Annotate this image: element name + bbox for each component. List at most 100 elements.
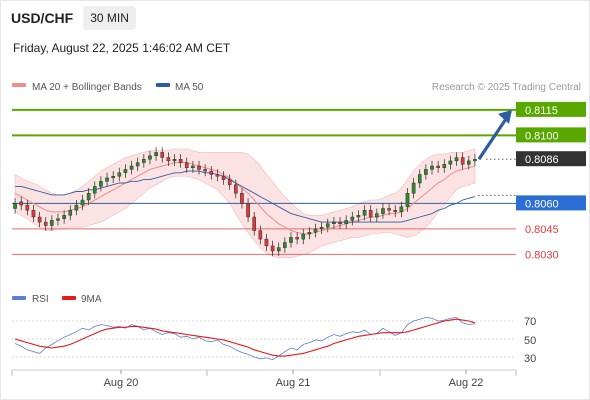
level-label-0.8030: 0.8030 <box>525 249 559 261</box>
candle-body <box>56 218 60 221</box>
candle-body <box>295 237 299 240</box>
level-label-0.8060: 0.8060 <box>525 198 559 210</box>
candle-body <box>368 209 373 218</box>
candle-body <box>246 203 250 218</box>
rsi-legend-swatch <box>12 296 26 300</box>
candle-body <box>92 186 97 194</box>
copyright-text: Research © 2025 Trading Central <box>432 82 581 93</box>
candle-body <box>197 165 201 170</box>
candle-body <box>105 177 109 182</box>
candle-body <box>289 237 293 243</box>
level-badge-0.8086 <box>516 151 586 167</box>
ma9-legend-swatch <box>62 296 76 300</box>
rsi-lines <box>14 316 476 361</box>
candle-body <box>252 216 256 231</box>
candle-body <box>270 245 275 252</box>
candle-body <box>381 208 385 214</box>
candle-body <box>62 215 66 219</box>
candle-body <box>154 152 158 156</box>
x-label-1: Aug 21 <box>276 377 311 389</box>
rsi-tick-50: 50 <box>524 335 536 347</box>
candle-body <box>123 169 128 173</box>
candle-body <box>215 174 220 177</box>
candle-body <box>399 206 404 213</box>
candle-body <box>135 162 140 167</box>
candle-body <box>442 164 447 168</box>
level-label-0.8115: 0.8115 <box>525 105 558 117</box>
candle-body <box>25 204 30 211</box>
ma9-legend-label: 9MA <box>81 294 102 305</box>
candle-body <box>80 199 85 206</box>
x-label-2: Aug 22 <box>449 377 484 389</box>
candle-body <box>436 165 440 168</box>
candle-body <box>68 209 73 216</box>
candle-body <box>99 181 103 187</box>
candle-body <box>448 160 453 165</box>
candle-body <box>460 157 465 165</box>
timeframe-badge[interactable]: 30 MIN <box>83 6 136 30</box>
candlesticks <box>13 147 477 257</box>
candle-body <box>184 162 189 168</box>
price-level-labels: 0.8115 0.8100 0.8086 0.8060 0.8045 0.8030 <box>516 101 586 261</box>
rsi-grid <box>12 320 516 358</box>
candle-body <box>129 165 134 170</box>
forecast-arrow <box>477 109 512 161</box>
candle-body <box>325 223 330 228</box>
candle-body <box>307 232 312 235</box>
candle-body <box>264 238 269 247</box>
level-label-0.8100: 0.8100 <box>525 130 559 142</box>
candle-body <box>234 184 238 194</box>
candle-body <box>221 175 226 180</box>
rsi-ma9-line <box>14 318 476 357</box>
x-axis: Aug 20 Aug 21 Aug 22 <box>11 370 517 389</box>
candle-body <box>31 209 36 218</box>
price-levels <box>12 108 516 255</box>
candle-body <box>417 174 422 184</box>
ma50-line <box>15 170 476 223</box>
candle-body <box>387 208 391 211</box>
level-badge-0.8115 <box>516 101 586 117</box>
ma50-legend-swatch <box>156 83 170 87</box>
candle-body <box>86 192 91 201</box>
candle-body <box>430 165 434 170</box>
candle-body <box>424 169 428 175</box>
candle-body <box>467 160 471 165</box>
candle-body <box>454 157 459 162</box>
candle-body <box>313 228 318 233</box>
candle-body <box>301 233 306 240</box>
symbol-title: USD/CHF <box>11 10 74 26</box>
candle-body <box>209 170 214 175</box>
candle-body <box>258 230 263 240</box>
candle-body <box>43 221 48 226</box>
x-label-0: Aug 20 <box>104 377 139 389</box>
candle-body <box>172 158 177 162</box>
candle-body <box>203 169 207 172</box>
candle-body <box>350 216 355 221</box>
candle-body <box>178 158 183 163</box>
level-label-0.8045: 0.8045 <box>525 224 559 236</box>
forecast-arrow-head <box>498 109 512 124</box>
candle-body <box>160 152 165 158</box>
candle-body <box>19 201 23 206</box>
candle-body <box>276 247 281 252</box>
candle-body <box>393 209 398 213</box>
rsi-legend-label: RSI <box>32 294 49 305</box>
candle-body <box>375 213 379 218</box>
candle-body <box>50 220 54 226</box>
candle-body <box>142 158 146 163</box>
chart-datetime: Friday, August 22, 2025 1:46:02 AM CET <box>13 41 231 55</box>
candle-body <box>332 221 336 225</box>
level-badge-0.8060 <box>516 195 586 211</box>
rsi-line <box>14 316 475 361</box>
bollinger-legend-swatch <box>12 83 26 87</box>
candle-body <box>148 155 152 160</box>
candle-body <box>283 242 287 248</box>
candle-body <box>344 220 348 224</box>
candle-body <box>362 209 367 216</box>
candle-body <box>240 192 244 204</box>
forecast-arrow-shaft <box>477 118 508 161</box>
level-label-0.8086: 0.8086 <box>525 154 559 166</box>
candle-body <box>166 157 171 162</box>
candle-body <box>405 192 410 207</box>
